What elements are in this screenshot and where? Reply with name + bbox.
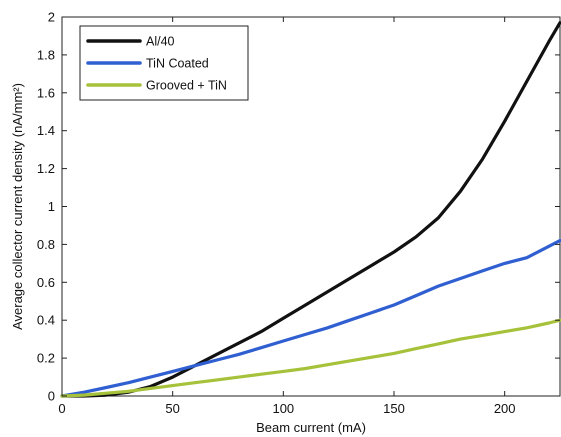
y-tick-label: 2 bbox=[48, 10, 55, 25]
x-tick-label: 150 bbox=[383, 401, 405, 416]
axes-layer: 0 50 100 150 200 0 0.2 0.4 0.6 0.8 1 1.2 1.4 1.6 1.8 2 bbox=[37, 10, 560, 416]
legend-label-1: Al/40 bbox=[146, 35, 175, 49]
x-tick-label: 0 bbox=[58, 401, 65, 416]
y-tick-label: 1 bbox=[48, 199, 55, 214]
y-tick-label: 0.8 bbox=[37, 237, 55, 252]
series-line-3 bbox=[60, 318, 561, 398]
y-tick-label: 0 bbox=[48, 389, 55, 404]
series-layer bbox=[60, 21, 561, 398]
x-axis-label: Beam current (mA) bbox=[256, 420, 366, 435]
legend-label-2: TiN Coated bbox=[146, 57, 209, 71]
series-line-2 bbox=[60, 239, 561, 398]
y-axis-label: Average collector current density (nA/mm… bbox=[10, 83, 25, 330]
legend: Al/40 TiN Coated Grooved + TiN bbox=[79, 25, 249, 101]
y-tick-label: 0.2 bbox=[37, 351, 55, 366]
legend-label-3: Grooved + TiN bbox=[146, 79, 227, 93]
y-tick-label: 1.2 bbox=[37, 161, 55, 176]
x-tick-label: 100 bbox=[272, 401, 294, 416]
y-tick-label: 0.4 bbox=[37, 313, 55, 328]
y-tick-label: 0.6 bbox=[37, 275, 55, 290]
y-tick-label: 1.4 bbox=[37, 123, 55, 138]
y-tick-label: 1.6 bbox=[37, 85, 55, 100]
x-tick-label: 50 bbox=[165, 401, 179, 416]
y-tick-label: 1.8 bbox=[37, 47, 55, 62]
x-tick-label: 200 bbox=[494, 401, 516, 416]
